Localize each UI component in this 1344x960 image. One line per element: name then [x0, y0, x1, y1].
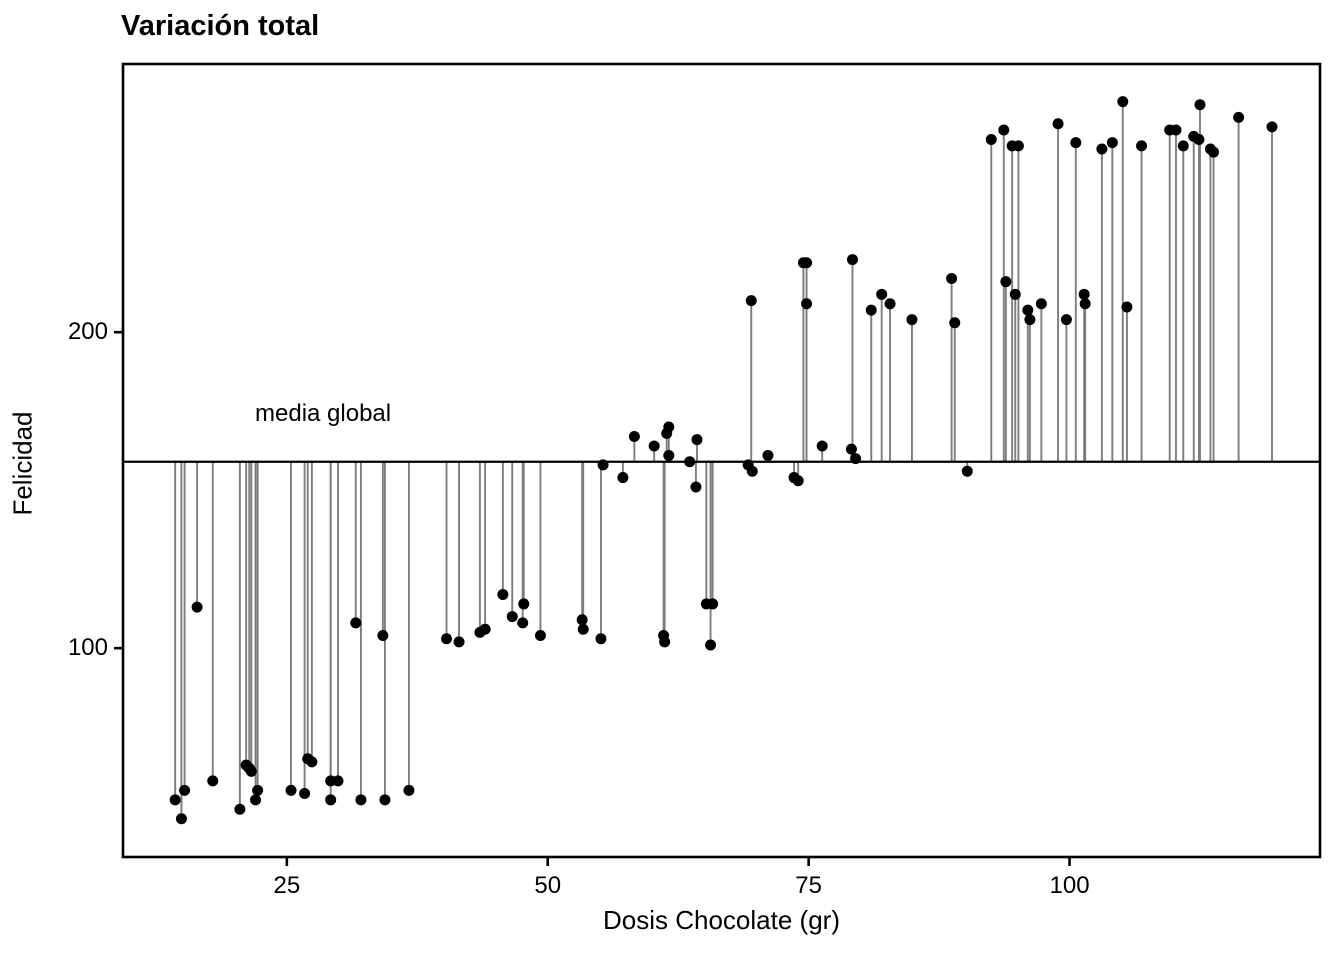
data-point — [306, 756, 318, 768]
x-tick-label: 50 — [534, 872, 562, 899]
data-point — [577, 623, 589, 635]
data-point — [285, 784, 297, 796]
data-point — [595, 633, 607, 645]
data-point — [705, 639, 717, 651]
data-point — [946, 273, 958, 285]
data-point — [884, 298, 896, 310]
data-point — [245, 765, 257, 777]
data-point — [1079, 298, 1091, 310]
data-point — [252, 784, 264, 796]
data-point — [745, 295, 757, 307]
data-point — [816, 440, 828, 452]
data-point — [659, 636, 671, 648]
data-point — [1035, 298, 1047, 310]
data-point — [1208, 146, 1220, 158]
data-point — [865, 304, 877, 316]
data-point — [663, 421, 675, 433]
data-point — [299, 787, 311, 799]
data-point — [906, 314, 918, 326]
data-point — [355, 794, 367, 806]
data-point — [961, 465, 973, 477]
data-point — [441, 633, 453, 645]
data-point — [792, 475, 804, 487]
data-point — [179, 784, 191, 796]
data-point — [1136, 140, 1148, 152]
data-point — [250, 794, 262, 806]
data-point — [403, 784, 415, 796]
data-point — [846, 254, 858, 266]
data-point — [1170, 124, 1182, 136]
data-point — [1052, 118, 1064, 130]
data-point — [534, 630, 546, 642]
data-point — [576, 614, 588, 626]
data-point — [690, 481, 702, 493]
data-point — [1009, 288, 1021, 300]
mean-line-annotation: media global — [255, 400, 392, 427]
data-point — [1193, 134, 1205, 146]
data-point — [479, 623, 491, 635]
plot-panel-border — [121, 62, 1322, 859]
data-point — [663, 449, 675, 461]
data-point — [597, 459, 609, 471]
x-tick-label: 75 — [795, 872, 822, 899]
data-point — [377, 630, 389, 642]
data-point — [234, 803, 246, 815]
y-axis-title: Felicidad — [7, 411, 38, 516]
data-point — [517, 617, 529, 629]
chart-title: Variación total — [121, 10, 320, 42]
data-point — [691, 434, 703, 446]
data-point — [169, 794, 181, 806]
data-point — [850, 453, 862, 465]
data-point — [379, 794, 391, 806]
data-point — [985, 134, 997, 146]
data-point — [1012, 140, 1024, 152]
data-point — [325, 794, 337, 806]
data-point — [453, 636, 465, 648]
x-tick-label: 100 — [1049, 872, 1090, 899]
data-point — [1117, 96, 1129, 108]
data-point — [497, 588, 509, 600]
data-point — [876, 288, 888, 300]
data-point — [1070, 137, 1082, 149]
data-point — [1000, 276, 1012, 288]
data-point — [1096, 143, 1108, 155]
data-point — [949, 317, 961, 329]
x-axis-title: Dosis Chocolate (gr) — [603, 905, 840, 935]
data-point — [684, 456, 696, 468]
x-tick-label: 25 — [273, 872, 301, 899]
data-point — [207, 775, 219, 787]
data-point — [998, 124, 1010, 136]
data-point — [191, 601, 203, 613]
y-tick-label: 100 — [67, 634, 108, 662]
data-point — [801, 298, 813, 310]
data-point — [1078, 288, 1090, 300]
data-point — [1121, 301, 1133, 313]
data-point — [1233, 111, 1245, 123]
data-point — [1177, 140, 1189, 152]
data-point — [762, 449, 774, 461]
data-point — [845, 443, 857, 455]
data-point — [648, 440, 660, 452]
data-point — [1194, 99, 1206, 111]
data-point — [707, 598, 719, 610]
data-point — [506, 611, 518, 623]
data-point — [1060, 314, 1072, 326]
data-point — [1106, 137, 1118, 149]
data-point — [746, 465, 758, 477]
data-point — [617, 472, 629, 484]
data-point — [1024, 314, 1036, 326]
data-point — [1266, 121, 1278, 133]
data-point — [628, 430, 640, 442]
data-point — [175, 813, 187, 825]
y-tick-label: 200 — [67, 318, 108, 346]
data-point — [350, 617, 362, 629]
data-point — [801, 257, 813, 269]
data-point — [332, 775, 344, 787]
data-point — [518, 598, 530, 610]
data-point — [1022, 304, 1034, 316]
